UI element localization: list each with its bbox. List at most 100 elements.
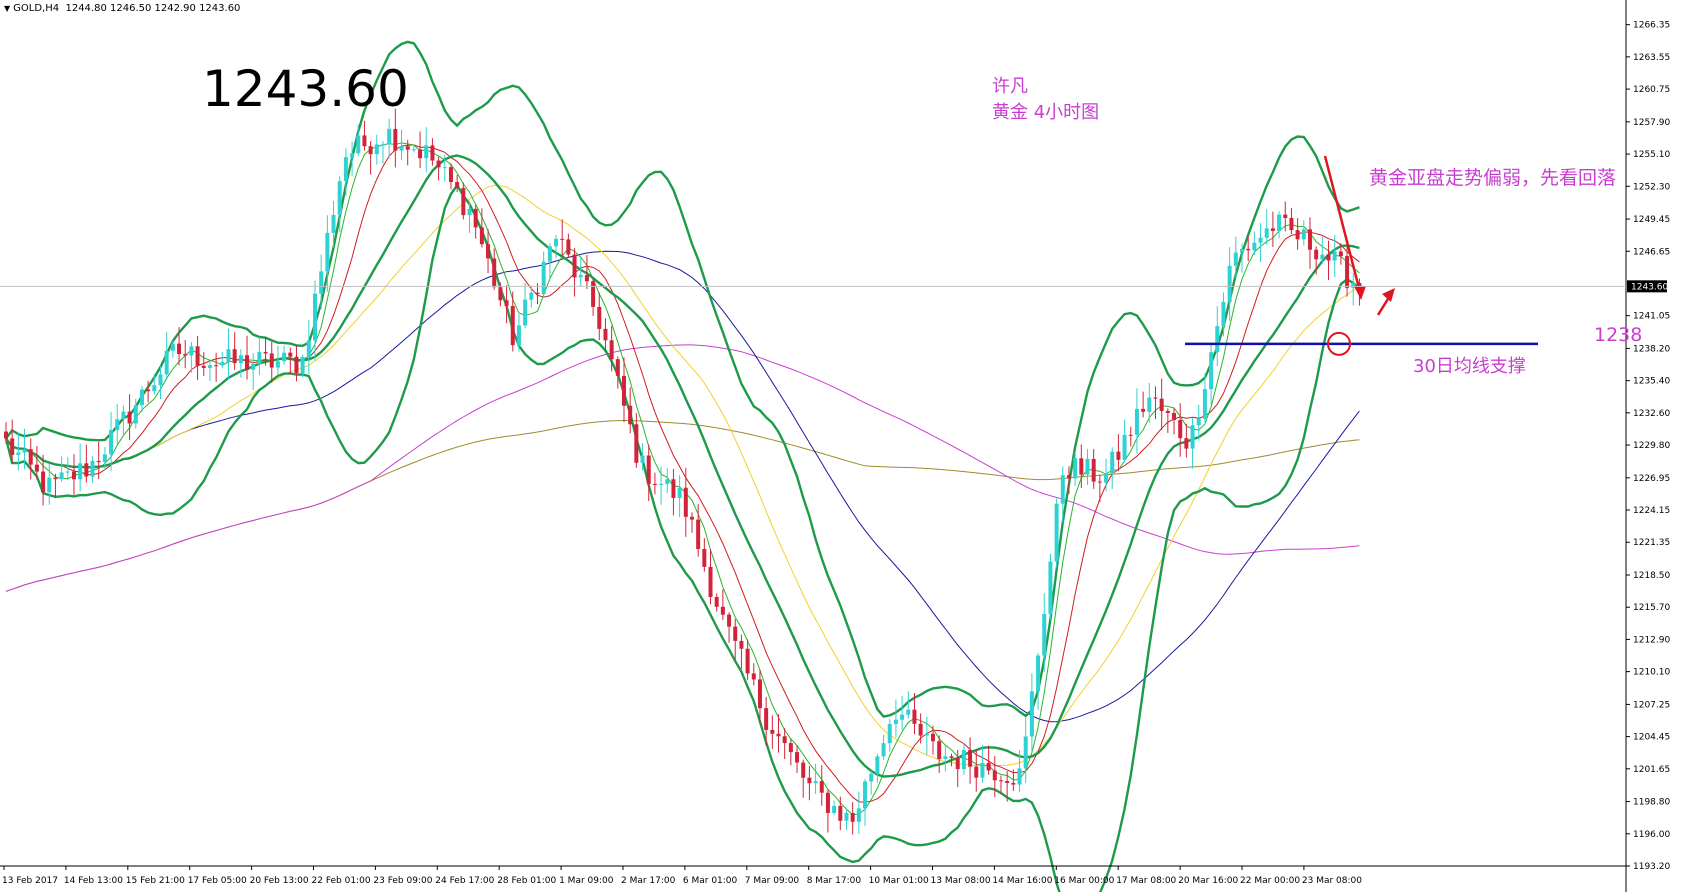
candle-body bbox=[659, 483, 664, 485]
candle bbox=[288, 347, 293, 375]
candle-body bbox=[887, 724, 892, 744]
candle bbox=[1332, 235, 1337, 278]
candle bbox=[1314, 246, 1319, 275]
candle-body bbox=[282, 352, 287, 362]
candle bbox=[1209, 343, 1214, 405]
candle bbox=[937, 735, 942, 773]
chart-header: ▼ GOLD,H4 1244.80 1246.50 1242.90 1243.60 bbox=[4, 3, 240, 14]
candle-body bbox=[1165, 410, 1170, 413]
candle bbox=[782, 728, 787, 760]
candle-body bbox=[1357, 282, 1362, 287]
candle bbox=[133, 398, 138, 429]
candle-body bbox=[251, 364, 256, 370]
candle-body bbox=[473, 208, 478, 228]
y-tick-label: 1249.45 bbox=[1633, 215, 1670, 225]
indicator-lines bbox=[4, 40, 1361, 892]
candle bbox=[523, 283, 528, 329]
candle bbox=[442, 154, 447, 182]
candle bbox=[869, 771, 874, 795]
bollinger-middle bbox=[5, 154, 1360, 778]
candle-body bbox=[1301, 229, 1306, 240]
candle-body bbox=[634, 424, 639, 463]
candle bbox=[16, 432, 21, 471]
candle-body bbox=[535, 292, 540, 295]
candle-body bbox=[622, 375, 626, 406]
candle-body bbox=[986, 762, 991, 771]
candle-body bbox=[405, 146, 410, 150]
candle bbox=[1351, 272, 1356, 306]
candle bbox=[461, 182, 466, 220]
candle bbox=[578, 258, 583, 287]
y-tick-label: 1218.50 bbox=[1633, 571, 1670, 581]
candle bbox=[405, 139, 410, 166]
candle-body bbox=[912, 709, 917, 724]
candle bbox=[689, 512, 694, 533]
x-tick-label: 17 Mar 08:00 bbox=[1116, 876, 1176, 886]
candle-body bbox=[974, 766, 979, 778]
candle-body bbox=[1079, 458, 1084, 475]
candle bbox=[59, 456, 64, 482]
candle-body bbox=[1338, 251, 1343, 257]
candle-body bbox=[399, 146, 404, 151]
candle-body bbox=[1066, 475, 1071, 479]
candle-body bbox=[337, 181, 342, 215]
candle bbox=[430, 138, 435, 166]
candle bbox=[1283, 201, 1288, 232]
candle bbox=[195, 335, 200, 380]
candle-body bbox=[1147, 397, 1152, 412]
candle-body bbox=[652, 483, 657, 485]
x-tick-label: 10 Mar 01:00 bbox=[869, 876, 929, 886]
candle-body bbox=[776, 733, 781, 737]
candle-body bbox=[294, 356, 299, 373]
candle-body bbox=[65, 471, 70, 473]
candle-body bbox=[906, 709, 911, 715]
candle-body bbox=[34, 464, 39, 472]
candle bbox=[22, 428, 27, 470]
candle-body bbox=[609, 340, 614, 360]
candle-body bbox=[1277, 214, 1282, 231]
candle-body bbox=[467, 208, 472, 216]
candle bbox=[739, 634, 744, 669]
candle-body bbox=[863, 781, 868, 809]
candle-body bbox=[41, 471, 46, 493]
candle-body bbox=[1128, 434, 1133, 436]
candle bbox=[912, 693, 917, 735]
y-tick-label: 1201.65 bbox=[1633, 765, 1670, 775]
candle-body bbox=[1196, 418, 1201, 426]
candle bbox=[955, 749, 960, 787]
candle-body bbox=[893, 719, 898, 725]
candle bbox=[319, 254, 324, 310]
candle-body bbox=[1209, 352, 1214, 390]
candle-body bbox=[442, 167, 447, 169]
candle-body bbox=[1326, 254, 1331, 261]
candle-body bbox=[1314, 249, 1319, 260]
candle bbox=[1252, 231, 1257, 256]
candle bbox=[214, 352, 219, 382]
candle-body bbox=[788, 743, 793, 753]
y-tick-label: 1266.35 bbox=[1633, 21, 1670, 31]
ma-green-line bbox=[5, 142, 1360, 816]
candle-body bbox=[1264, 228, 1269, 238]
candle-body bbox=[1073, 458, 1078, 479]
y-tick-label: 1198.80 bbox=[1633, 798, 1670, 808]
candle-body bbox=[554, 238, 559, 247]
candle-body bbox=[1054, 503, 1059, 562]
candle-body bbox=[739, 640, 744, 649]
candle bbox=[671, 469, 676, 516]
candle-body bbox=[671, 479, 676, 498]
candle bbox=[943, 744, 948, 772]
symbol-dropdown-icon[interactable]: ▼ bbox=[4, 4, 11, 13]
candle bbox=[177, 326, 182, 366]
y-tick-label: 1212.90 bbox=[1633, 635, 1670, 645]
candle bbox=[238, 349, 243, 378]
candle-body bbox=[232, 349, 237, 364]
candle-body bbox=[1153, 397, 1158, 399]
x-tick-label: 14 Mar 16:00 bbox=[992, 876, 1052, 886]
candle bbox=[968, 737, 973, 784]
ma-red-line bbox=[5, 144, 1360, 803]
candle bbox=[331, 200, 336, 248]
candle-body bbox=[71, 471, 76, 480]
y-tick-label: 1226.95 bbox=[1633, 474, 1670, 484]
candle bbox=[146, 380, 151, 403]
